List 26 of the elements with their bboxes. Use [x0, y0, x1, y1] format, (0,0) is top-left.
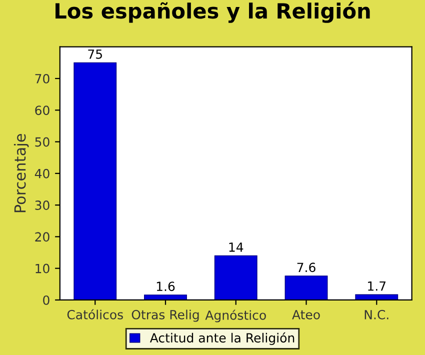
y-tick-label: 20: [35, 232, 50, 242]
y-tick-label: 40: [34, 168, 50, 178]
x-tick-label: N.C.: [364, 310, 388, 320]
bar: [74, 62, 117, 300]
x-tick-label: Católicos: [67, 309, 123, 320]
data-label: 75: [88, 50, 102, 59]
data-label: 14: [229, 242, 244, 252]
x-tick-label: Agnóstico: [205, 310, 266, 322]
data-label: 7.6: [297, 262, 316, 272]
y-tick-label: 50: [35, 137, 50, 147]
data-label: 1.7: [368, 281, 386, 291]
y-tick-label: 60: [35, 106, 50, 116]
y-tick-label: 30: [35, 200, 50, 210]
y-tick-label: 70: [35, 74, 50, 84]
bar: [284, 276, 328, 300]
data-label: 1.6: [156, 282, 175, 292]
x-tick-label: Ateo: [292, 310, 320, 320]
bar: [144, 294, 187, 300]
y-tick-label: 10: [36, 264, 50, 274]
chart-title: Los españoles y la Religión: [56, 2, 370, 23]
y-tick-label: 0: [43, 295, 50, 305]
bar: [214, 255, 258, 300]
bar: [355, 294, 398, 300]
x-tick-label: Otras Relig: [132, 310, 199, 322]
legend-label: Actitud ante la Religión: [150, 332, 294, 345]
y-axis-title: Porcentaje: [14, 134, 29, 212]
